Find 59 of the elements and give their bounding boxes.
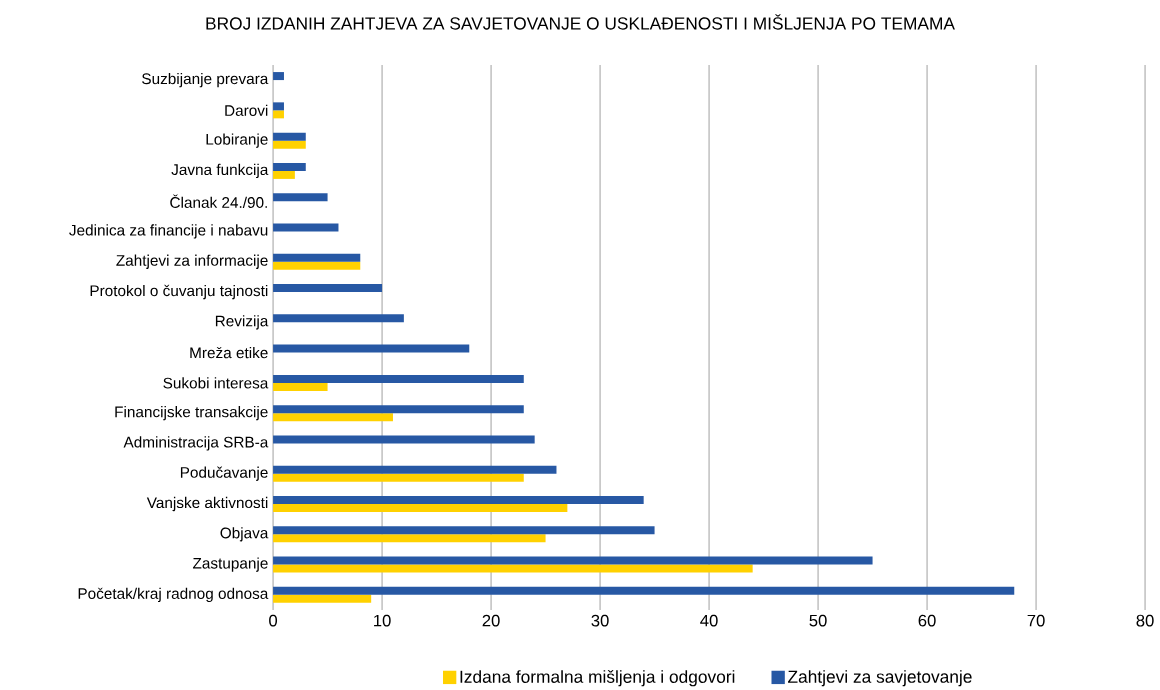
bar [273,72,284,81]
bar [273,110,284,119]
legend-label: Zahtjevi za savjetovanje [788,670,972,687]
y-tick-label: Jedinica za financije i nabavu [69,224,268,239]
y-tick-label: Zahtjevi za informacije [116,254,268,269]
bar [273,526,655,535]
x-tick-label: 0 [269,614,278,627]
bar [273,162,306,171]
bar [273,284,383,293]
y-tick-label: Revizija [215,315,269,330]
y-tick-label: Članak 24./90. [170,194,267,208]
y-tick-label: Darovi [225,104,268,116]
y-tick-label: Podučavanje [180,466,268,481]
x-tick-label: 70 [1027,614,1045,627]
x-tick-label: 30 [591,614,609,627]
x-tick-label: 40 [700,614,718,627]
bar [273,534,546,543]
bar [273,465,557,474]
chart-title: BROJ IZDANIH ZAHTJEVA ZA SAVJETOVANJE O USKLAĐENOSTI I MIŠLJENJA PO TEMAMA [206,14,955,30]
bar [273,314,404,323]
bar [273,193,328,202]
y-tick-label: Administracija SRB-a [123,436,269,451]
bar [273,564,753,573]
x-tick-label: 80 [1136,614,1154,627]
bar [273,140,306,149]
bar [273,223,339,232]
bar [273,594,372,603]
bar [273,132,306,141]
bar [273,556,873,565]
y-tick-label: Protokol o čuvanju tajnosti [90,284,268,300]
y-tick-label: Sukobi interesa [163,377,269,389]
bar [273,344,470,353]
y-tick-label: Početak/kraj radnog odnosa [78,587,269,603]
x-tick-label: 60 [918,614,936,627]
x-tick-label: 20 [482,614,500,627]
legend-label: Izdana formalna mišljenja i odgovori [460,670,735,687]
y-tick-label: Javna funkcija [171,163,269,179]
bar [273,435,535,444]
y-tick-label: Suzbijanje prevara [142,72,269,88]
x-tick-label: 10 [374,614,391,627]
bar [273,586,1015,595]
bar [273,405,524,414]
bar [273,473,524,482]
bar [273,382,328,391]
x-tick-label: 50 [809,614,827,627]
bar [273,102,284,111]
y-tick-label: Lobiranje [206,133,268,148]
bar [273,374,524,383]
bar [273,253,361,262]
bar [273,261,361,270]
y-tick-label: Mreža etike [190,346,268,359]
bar [273,170,295,179]
y-tick-label: Zastupanje [192,557,268,572]
bar [273,413,393,422]
y-tick-label: Objava [220,527,269,542]
y-tick-label: Vanjske aktivnosti [146,496,268,512]
y-tick-label: Financijske transakcije [115,406,268,421]
bar [273,496,644,504]
bar [273,503,568,512]
